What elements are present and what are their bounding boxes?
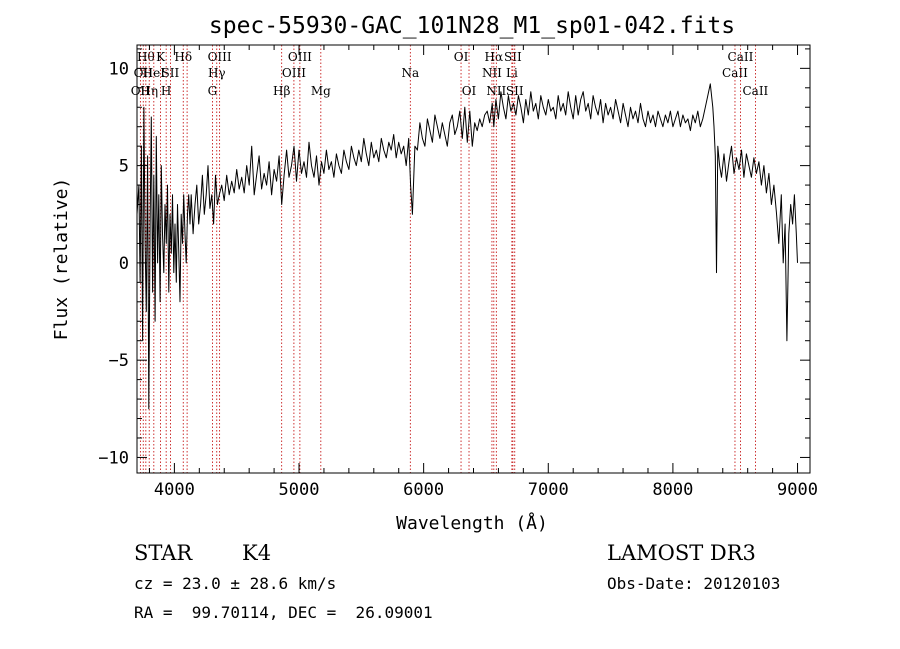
- line-marker-label: NII: [486, 84, 506, 98]
- axis-ticks: 4000 5000 6000 7000 8000 9000 −10 −5 0 5 10: [98, 45, 818, 500]
- line-markers: OII OII Hθ Hη HeI K H SII Hδ G Hγ OIII Hβ OIII OIII Mg N…: [131, 45, 769, 473]
- line-marker-label: Na: [401, 66, 419, 80]
- line-marker-label: SII: [504, 50, 522, 64]
- line-marker-label: Hγ: [208, 66, 226, 80]
- line-marker-label: OIII: [288, 50, 312, 64]
- line-marker-label: OIII: [282, 66, 306, 80]
- line-marker-label: OI: [454, 50, 469, 64]
- line-marker-label: SII: [162, 66, 180, 80]
- line-marker-label: Hα: [485, 50, 504, 64]
- y-tick-label: 10: [109, 59, 129, 79]
- spectrum-line: [136, 83, 798, 410]
- spectrum-chart: spec-55930-GAC_101N28_M1_sp01-042.fits O…: [51, 13, 818, 534]
- y-tick-label: −10: [98, 448, 129, 468]
- line-marker-label: SII: [506, 84, 524, 98]
- y-tick-label: −5: [109, 351, 129, 371]
- x-tick-label: 4000: [154, 480, 195, 500]
- line-marker-label: CaII: [728, 50, 754, 64]
- line-marker-label: OI: [462, 84, 477, 98]
- line-marker-label: Mg: [311, 84, 331, 98]
- x-tick-label: 8000: [652, 480, 693, 500]
- line-marker-label: H: [161, 84, 171, 98]
- y-tick-label: 5: [119, 157, 129, 177]
- line-marker-label: NII: [482, 66, 502, 80]
- line-marker-label: Hδ: [174, 50, 192, 64]
- redshift-text: cz = 23.0 ± 28.6 km/s: [134, 574, 337, 593]
- object-class: STAR: [134, 541, 193, 565]
- x-tick-label: 9000: [777, 480, 818, 500]
- subclass: K4: [242, 541, 272, 565]
- line-marker-label: Hθ: [137, 50, 155, 64]
- line-marker-label: HeI: [143, 66, 166, 80]
- line-marker-label: OIII: [208, 50, 232, 64]
- line-marker-label: CaII: [742, 84, 768, 98]
- coords-text: RA = 99.70114, DEC = 26.09001: [134, 603, 433, 622]
- line-marker-label: CaII: [722, 66, 748, 80]
- spectrum-series: [136, 83, 798, 410]
- x-tick-label: 5000: [279, 480, 320, 500]
- line-marker-label: OII: [134, 66, 154, 80]
- plot-frame: [136, 44, 811, 474]
- x-tick-label: 7000: [528, 480, 569, 500]
- y-tick-label: 0: [119, 254, 129, 274]
- x-axis-label: Wavelength (Å): [396, 512, 548, 534]
- line-marker-label: K: [156, 50, 166, 64]
- obs-date: Obs-Date: 20120103: [607, 574, 781, 593]
- line-marker-label: Hβ: [273, 84, 290, 98]
- x-tick-label: 6000: [403, 480, 444, 500]
- line-marker-label: OII: [131, 84, 151, 98]
- survey-label: LAMOST DR3: [607, 541, 756, 565]
- line-marker-label: Hη: [140, 84, 158, 98]
- line-marker-label: G: [208, 84, 218, 98]
- y-axis-label: Flux (relative): [51, 178, 72, 341]
- line-marker-label: Li: [506, 66, 518, 80]
- chart-title: spec-55930-GAC_101N28_M1_sp01-042.fits: [209, 13, 735, 39]
